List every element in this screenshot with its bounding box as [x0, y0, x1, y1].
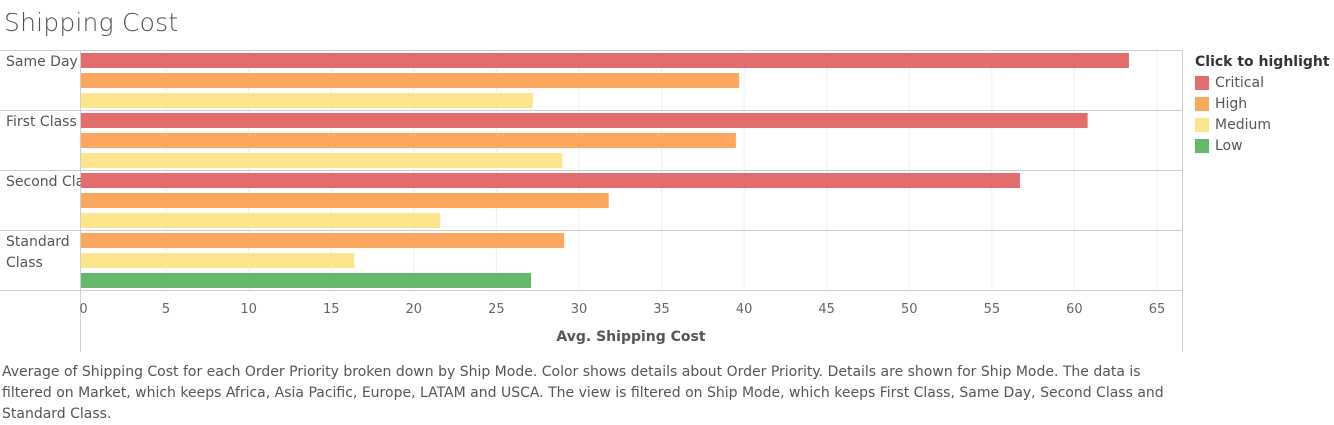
legend-label: Low	[1215, 137, 1243, 154]
bar-medium	[81, 153, 563, 168]
x-tick-label: 65	[1149, 302, 1166, 317]
bar-critical	[81, 173, 1020, 188]
legend-label: Medium	[1215, 116, 1271, 133]
x-tick-label: 55	[984, 302, 1001, 317]
legend-item-low[interactable]: Low	[1195, 135, 1330, 156]
bar-chart: Same Day First Class Second Class Standard C…	[0, 50, 1183, 352]
legend-title: Click to highlight	[1195, 54, 1330, 70]
chart-title: Shipping Cost	[4, 8, 179, 37]
bar-high	[81, 233, 565, 248]
row-label: Standard	[6, 234, 70, 250]
bar-medium	[81, 93, 533, 108]
caption: Average of Shipping Cost for each Order …	[2, 364, 1164, 422]
row-label: First Class	[6, 114, 77, 130]
x-tick-label: 35	[653, 302, 670, 317]
row-label: Class	[6, 255, 43, 271]
x-axis-title: Avg. Shipping Cost	[556, 329, 705, 345]
legend-label: Critical	[1215, 74, 1264, 91]
x-tick-label: 0	[79, 302, 87, 317]
x-tick-label: 10	[240, 302, 257, 317]
bar-low	[81, 273, 532, 288]
legend: Click to highlight Critical High Medium …	[1195, 54, 1330, 156]
legend-item-critical[interactable]: Critical	[1195, 72, 1330, 93]
x-tick-label: 20	[406, 302, 423, 317]
legend-item-high[interactable]: High	[1195, 93, 1330, 114]
bar-high	[81, 193, 609, 208]
legend-item-medium[interactable]: Medium	[1195, 114, 1330, 135]
x-tick-label: 15	[323, 302, 340, 317]
x-tick-label: 30	[571, 302, 588, 317]
x-tick-label: 45	[818, 302, 835, 317]
row-label: Second Class	[6, 174, 99, 190]
x-tick-label: 50	[901, 302, 918, 317]
x-tick-label: 5	[162, 302, 170, 317]
legend-swatch-critical	[1195, 75, 1209, 90]
bar-critical	[81, 113, 1088, 128]
x-tick-label: 25	[488, 302, 505, 317]
bar-high	[81, 133, 736, 148]
bar-medium	[81, 253, 355, 268]
legend-swatch-low	[1195, 138, 1209, 153]
x-tick-label: 40	[736, 302, 753, 317]
x-tick-label: 60	[1066, 302, 1083, 317]
bar-high	[81, 73, 740, 88]
legend-label: High	[1215, 95, 1248, 112]
legend-swatch-medium	[1195, 117, 1209, 132]
bar-critical	[81, 53, 1129, 68]
legend-swatch-high	[1195, 96, 1209, 111]
bar-medium	[81, 213, 441, 228]
row-label: Same Day	[6, 54, 78, 70]
